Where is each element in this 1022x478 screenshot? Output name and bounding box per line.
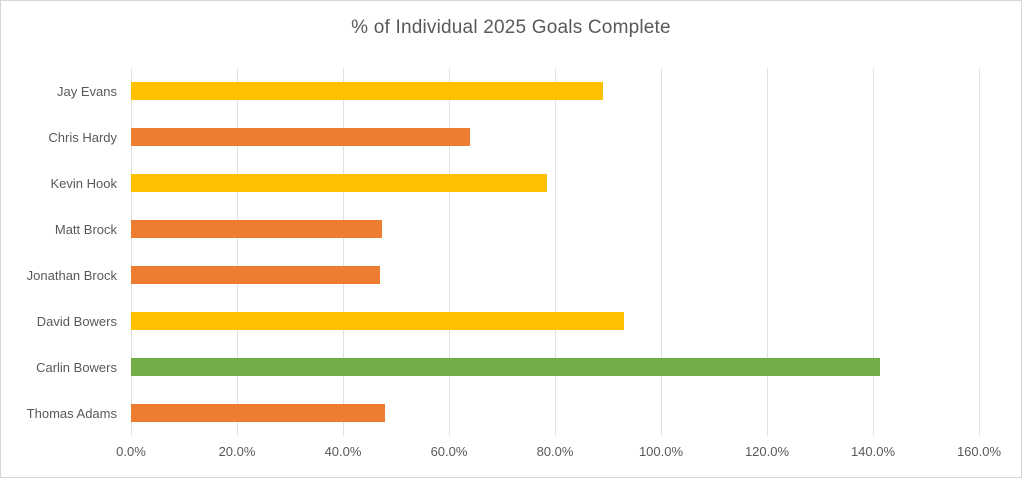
category-label: Jay Evans bbox=[57, 83, 117, 99]
x-tick-label: 0.0% bbox=[116, 444, 146, 459]
gridline bbox=[343, 68, 344, 436]
category-label: Thomas Adams bbox=[26, 405, 117, 421]
x-tick-label: 80.0% bbox=[536, 444, 574, 459]
x-tick-label: 160.0% bbox=[956, 444, 1002, 459]
bar-thomas-adams bbox=[131, 404, 386, 422]
x-tick-label: 120.0% bbox=[744, 444, 790, 459]
gridline bbox=[873, 68, 874, 436]
category-label: David Bowers bbox=[36, 313, 117, 329]
category-label: Carlin Bowers bbox=[36, 359, 117, 375]
bar-chris-hardy bbox=[131, 128, 471, 146]
gridline bbox=[237, 68, 238, 436]
gridline bbox=[555, 68, 556, 436]
gridline bbox=[661, 68, 662, 436]
y-axis-labels: Jay Evans Chris Hardy Kevin Hook Matt Brock… bbox=[1, 68, 117, 436]
bar-carlin-bowers bbox=[131, 358, 880, 376]
x-tick-label: 60.0% bbox=[430, 444, 468, 459]
bar-kevin-hook bbox=[131, 174, 548, 192]
x-tick-label: 100.0% bbox=[638, 444, 684, 459]
category-label: Matt Brock bbox=[54, 221, 117, 237]
gridline bbox=[131, 68, 132, 436]
bar-david-bowers bbox=[131, 312, 624, 330]
gridline bbox=[979, 68, 980, 436]
x-axis-labels: 0.0% 20.0% 40.0% 60.0% 80.0% 100.0% 120.0% 140.… bbox=[1, 444, 1021, 464]
x-tick-label: 20.0% bbox=[218, 444, 256, 459]
gridline bbox=[767, 68, 768, 436]
category-label: Chris Hardy bbox=[48, 129, 117, 145]
bar-matt-brock bbox=[131, 220, 382, 238]
x-tick-label: 140.0% bbox=[850, 444, 896, 459]
plot-area bbox=[131, 68, 980, 436]
chart-title: % of Individual 2025 Goals Complete bbox=[351, 17, 671, 38]
gridline bbox=[449, 68, 450, 436]
x-tick-label: 40.0% bbox=[324, 444, 362, 459]
category-label: Kevin Hook bbox=[50, 175, 117, 191]
bar-jay-evans bbox=[131, 82, 603, 100]
category-label: Jonathan Brock bbox=[26, 267, 117, 283]
bar-jonathan-brock bbox=[131, 266, 381, 284]
